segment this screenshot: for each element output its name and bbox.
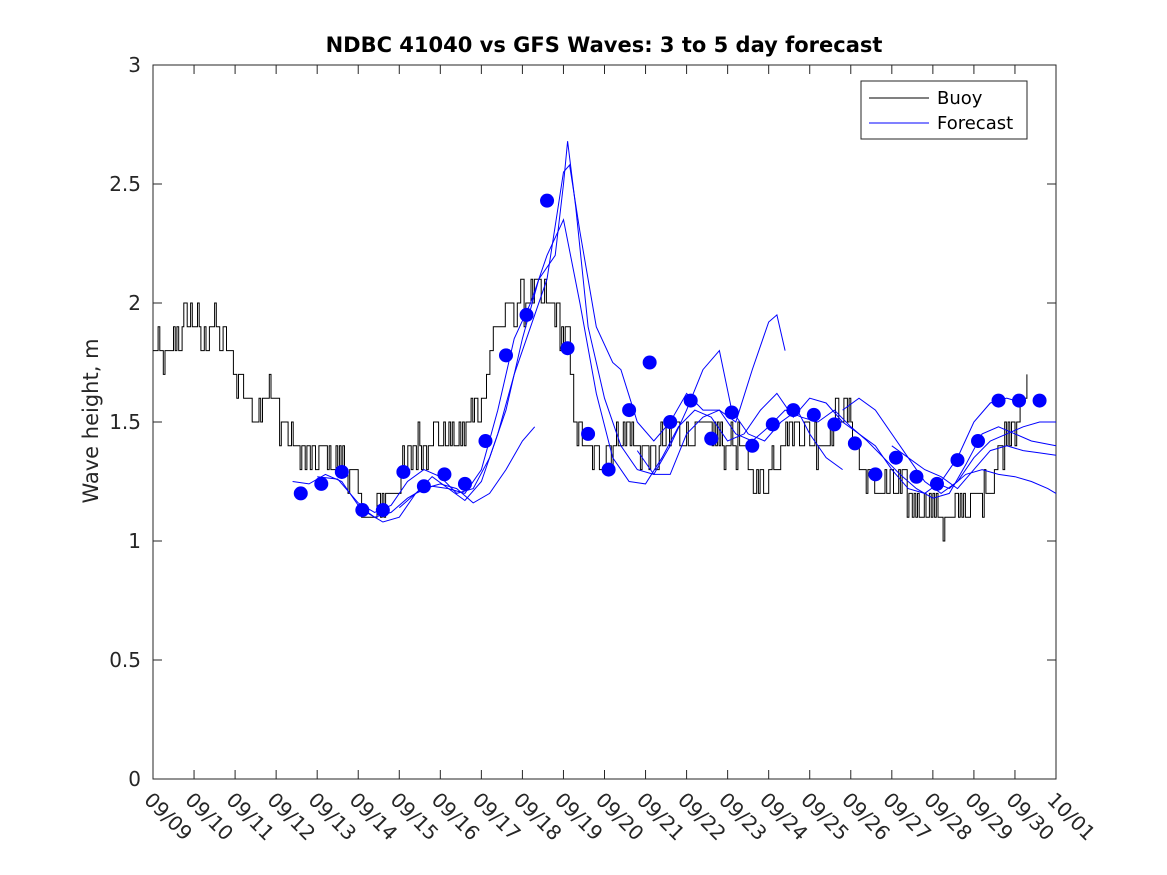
forecast-point <box>560 341 575 356</box>
forecast-line-7 <box>932 469 1057 494</box>
forecast-point <box>355 503 370 518</box>
forecast-point <box>334 464 349 479</box>
chart-title: NDBC 41040 vs GFS Waves: 3 to 5 day fore… <box>326 33 883 57</box>
x-tick-labels: 09/0909/1009/1109/1209/1309/1409/1509/16… <box>139 788 1100 846</box>
forecast-point <box>971 434 986 449</box>
legend-forecast-label: Forecast <box>937 113 1013 134</box>
legend: Buoy Forecast <box>860 80 1028 140</box>
forecast-point <box>437 467 452 482</box>
axis-ticks <box>152 64 1057 780</box>
forecast-point <box>724 405 739 420</box>
forecast-point <box>314 476 329 491</box>
forecast-point <box>806 407 821 422</box>
forecast-point <box>601 462 616 477</box>
forecast-series <box>292 141 1057 523</box>
forecast-point <box>888 450 903 465</box>
forecast-line-0 <box>292 426 536 518</box>
forecast-point <box>478 434 493 449</box>
forecast-point <box>1032 393 1047 408</box>
forecast-point <box>847 436 862 451</box>
y-tick-label: 0.5 <box>109 648 141 672</box>
forecast-line-4 <box>636 409 1057 499</box>
y-tick-label: 0 <box>128 767 141 791</box>
forecast-point <box>745 438 760 453</box>
buoy-series <box>153 278 1028 542</box>
y-tick-label: 2.5 <box>109 172 141 196</box>
forecast-line-6 <box>891 445 1057 490</box>
legend-box <box>860 80 1028 140</box>
forecast-line-1 <box>317 141 843 513</box>
forecast-point <box>786 403 801 418</box>
y-tick-labels: 0 0.5 1 1.5 2 2.5 3 <box>109 53 141 791</box>
forecast-point <box>416 479 431 494</box>
forecast-point <box>827 417 842 432</box>
forecast-point <box>683 393 698 408</box>
forecast-point <box>991 393 1006 408</box>
forecast-point <box>868 467 883 482</box>
forecast-line-3 <box>398 218 1024 509</box>
buoy-line <box>153 278 1028 542</box>
forecast-point <box>375 503 390 518</box>
forecast-point <box>765 417 780 432</box>
forecast-point <box>950 453 965 468</box>
y-tick-label: 1 <box>128 529 141 553</box>
forecast-point <box>396 464 411 479</box>
forecast-point <box>293 486 308 501</box>
forecast-line-5 <box>842 397 1056 495</box>
forecast-point <box>929 476 944 491</box>
forecast-points <box>293 193 1047 518</box>
forecast-point <box>909 469 924 484</box>
y-tick-label: 2 <box>128 291 141 315</box>
forecast-point <box>622 403 637 418</box>
y-tick-label: 1.5 <box>109 410 141 434</box>
forecast-point <box>498 348 513 363</box>
forecast-point <box>663 415 678 429</box>
forecast-point <box>457 476 472 491</box>
forecast-point <box>642 355 657 370</box>
y-axis-label: Wave height, m <box>79 338 103 503</box>
x-tick-label: 10/01 <box>1042 788 1100 846</box>
forecast-point <box>540 193 555 208</box>
forecast-point <box>704 431 719 446</box>
forecast-point <box>581 426 596 441</box>
forecast-point <box>519 307 534 322</box>
forecast-point <box>1012 393 1027 408</box>
y-tick-label: 3 <box>128 53 141 77</box>
legend-buoy-label: Buoy <box>937 88 983 109</box>
forecast-line-2 <box>366 163 786 523</box>
